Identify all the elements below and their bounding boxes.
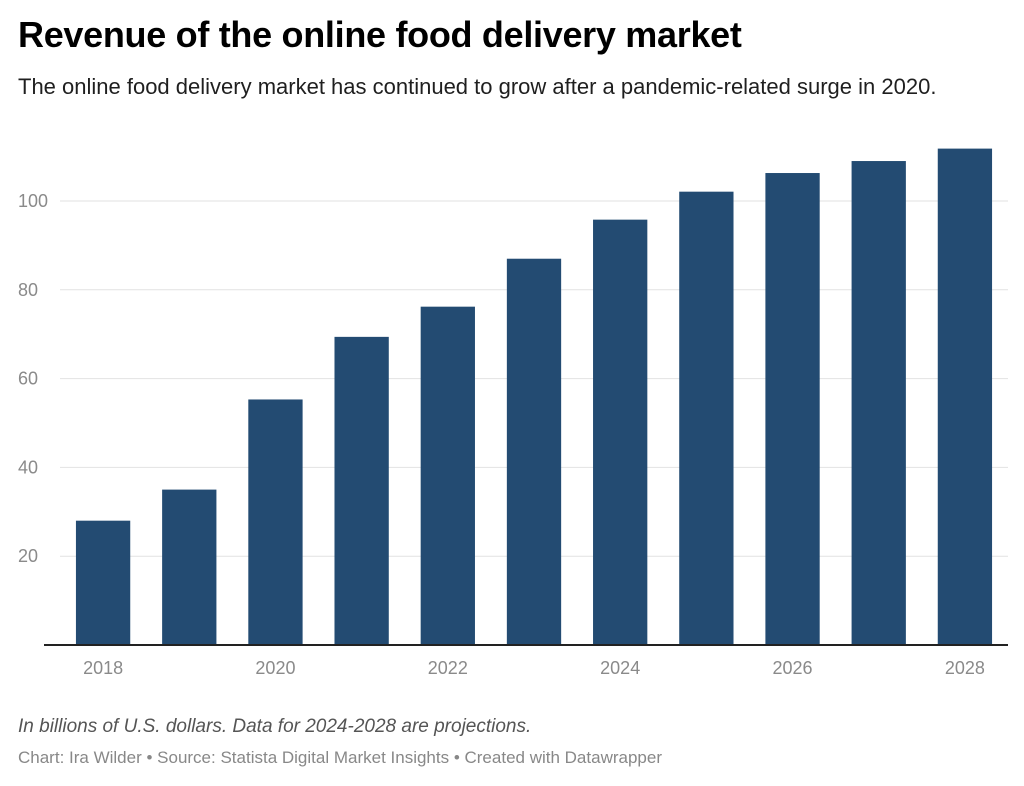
- bar-2022: [420, 306, 475, 645]
- y-tick-label: 100: [18, 191, 48, 211]
- bar-2019: [162, 489, 217, 645]
- x-tick-label: 2020: [255, 658, 295, 678]
- x-tick-label: 2022: [428, 658, 468, 678]
- bar-2020: [248, 399, 303, 645]
- y-tick-label: 80: [18, 280, 38, 300]
- y-axis-labels: 20 40 60 80 100: [18, 191, 48, 566]
- bar-2025: [679, 191, 734, 645]
- x-axis-labels: 2018 2020 2022 2024 2026 2028: [83, 658, 985, 678]
- chart-title: Revenue of the online food delivery mark…: [18, 14, 742, 55]
- bar-2027: [851, 161, 906, 645]
- bar-chart: 20 40 60 80 100 2018 2020 2022 2024 2026 2028: [18, 148, 1008, 678]
- y-tick-label: 60: [18, 369, 38, 389]
- bar-2026: [765, 173, 820, 645]
- bar-2023: [506, 258, 562, 645]
- x-tick-label: 2024: [600, 658, 640, 678]
- bars: [75, 148, 993, 645]
- y-tick-label: 20: [18, 546, 38, 566]
- chart-note: In billions of U.S. dollars. Data for 20…: [18, 716, 532, 737]
- bar-2021: [334, 336, 389, 645]
- chart-subtitle: The online food delivery market has cont…: [18, 74, 937, 99]
- x-tick-label: 2028: [945, 658, 985, 678]
- x-tick-label: 2018: [83, 658, 123, 678]
- x-tick-label: 2026: [773, 658, 813, 678]
- chart-credit: Chart: Ira Wilder • Source: Statista Dig…: [18, 748, 662, 767]
- bar-2028: [937, 148, 993, 645]
- y-tick-label: 40: [18, 457, 38, 477]
- bar-2018: [75, 520, 131, 645]
- bar-2024: [593, 219, 648, 645]
